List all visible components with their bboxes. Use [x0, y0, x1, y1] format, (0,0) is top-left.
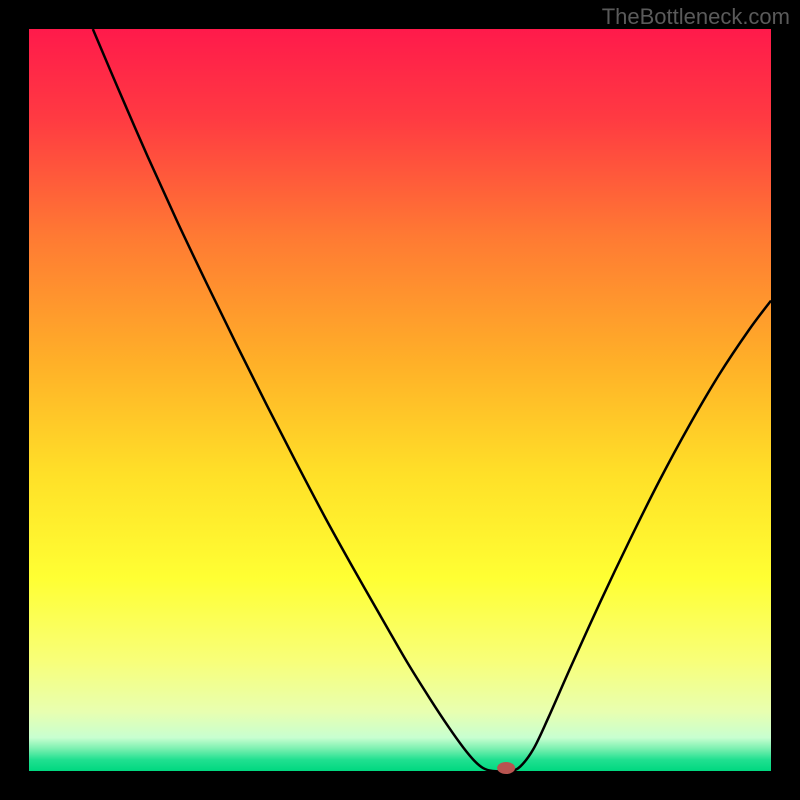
attribution-text: TheBottleneck.com [602, 4, 790, 30]
bottleneck-curve-plot [0, 0, 800, 800]
chart-container: TheBottleneck.com [0, 0, 800, 800]
optimal-point-marker [497, 762, 515, 774]
